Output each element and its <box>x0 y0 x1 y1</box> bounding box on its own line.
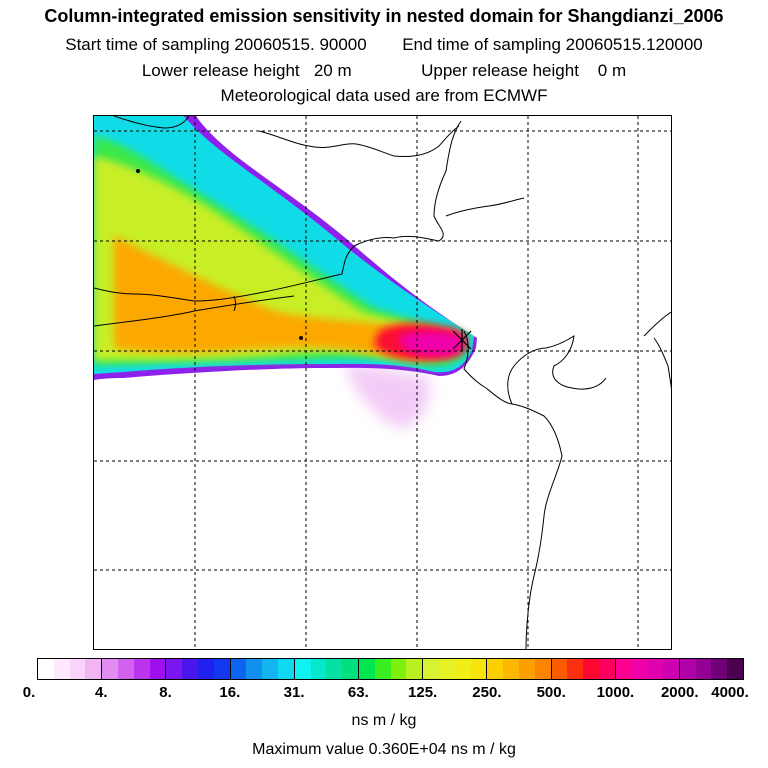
colorbar-units: ns m / kg <box>351 712 417 729</box>
met-data-label: Meteorological data used are from ECMWF <box>220 86 548 105</box>
colorbar-swatch <box>277 659 294 679</box>
start-time-label: Start time of sampling 20060515. 90000 <box>65 35 367 54</box>
colorbar-tick-label: 8. <box>159 684 172 701</box>
colorbar-swatch <box>213 659 230 679</box>
colorbar-swatch <box>38 659 54 679</box>
korea-coast-2 <box>653 337 671 389</box>
colorbar-tick-label: 1000. <box>596 684 635 701</box>
colorbar-segment <box>102 659 167 679</box>
colorbar-segment <box>38 659 103 679</box>
colorbar-segment <box>294 659 359 679</box>
colorbar-swatch <box>53 659 70 679</box>
colorbar-swatch <box>647 659 664 679</box>
river-line <box>94 295 295 327</box>
colorbar-tick-label: 4000. <box>711 684 749 701</box>
colorbar-swatch <box>663 659 679 679</box>
release-height-line: Lower release height 20 m Upper release … <box>0 61 768 81</box>
colorbar-swatch <box>374 659 391 679</box>
plume-faint-lobe <box>344 364 430 428</box>
colorbar-swatch <box>294 659 311 679</box>
colorbar-swatch <box>454 659 471 679</box>
colorbar-ticks: 0. 4. 8. 16. 31. 63. 125. 250. 500. 1000. 2000. 400… <box>0 684 768 704</box>
colorbar-tick-label: 2000. <box>660 684 699 701</box>
colorbar-swatch <box>727 659 744 679</box>
colorbar-tick-label: 16. <box>219 684 241 701</box>
colorbar-tick-label: 250. <box>472 684 502 701</box>
colorbar-swatch <box>390 659 407 679</box>
colorbar-swatch <box>102 659 118 679</box>
end-time-label: End time of sampling 20060515.120000 <box>402 35 703 54</box>
colorbar-swatch <box>149 659 166 679</box>
coastline-bohai <box>94 120 462 302</box>
colorbar-segment <box>551 659 616 679</box>
colorbar-swatch <box>85 659 102 679</box>
sampling-time-line: Start time of sampling 20060515. 90000 E… <box>0 35 768 55</box>
province-border <box>233 295 236 312</box>
colorbar-swatch <box>503 659 519 679</box>
colorbar-swatch <box>246 659 263 679</box>
map-panel <box>93 115 672 650</box>
coastline-south <box>463 330 563 649</box>
plume-orange-band <box>114 236 459 358</box>
colorbar-segment <box>423 659 488 679</box>
colorbar-swatch <box>711 659 728 679</box>
colorbar-segment <box>230 659 295 679</box>
colorbar-swatch <box>423 659 439 679</box>
plot-title: Column-integrated emission sensitivity i… <box>44 6 724 26</box>
land-boundary <box>258 125 460 157</box>
colorbar-swatch <box>551 659 568 679</box>
lat-lon-grid <box>94 116 671 649</box>
colorbar-swatch <box>230 659 247 679</box>
colorbar-swatch <box>182 659 198 679</box>
colorbar-tick-label: 31. <box>283 684 305 701</box>
terrain-dot <box>136 169 140 173</box>
colorbar-swatch <box>262 659 278 679</box>
colorbar-swatch <box>133 659 150 679</box>
korea-coast <box>643 311 671 337</box>
colorbar-swatch <box>310 659 327 679</box>
colorbar-swatch <box>197 659 214 679</box>
colorbar-swatch <box>583 659 599 679</box>
colorbar-swatch <box>534 659 551 679</box>
terrain-dot <box>299 336 303 340</box>
colorbar-tick-label: 63. <box>347 684 369 701</box>
upper-release-label: Upper release height 0 m <box>421 61 627 80</box>
colorbar-swatch <box>438 659 455 679</box>
colorbar-swatch <box>695 659 712 679</box>
colorbar-swatch <box>679 659 696 679</box>
colorbar-tick-label: 4. <box>95 684 108 701</box>
colorbar-swatch <box>406 659 423 679</box>
colorbar-swatch <box>615 659 632 679</box>
colorbar-swatch <box>342 659 358 679</box>
plume-magenta-core <box>399 330 465 357</box>
colorbar-segment <box>358 659 424 679</box>
colorbar-segment <box>679 659 744 679</box>
colorbar-tick-label: 0. <box>22 684 36 701</box>
colorbar-tick-label: 500. <box>536 684 566 701</box>
colorbar-tick-label: 125. <box>408 684 438 701</box>
colorbar-segment <box>487 659 552 679</box>
colorbar-swatch <box>598 659 615 679</box>
colorbar-segment <box>615 659 680 679</box>
colorbar-swatch <box>166 659 183 679</box>
colorbar <box>37 658 744 680</box>
lower-release-label: Lower release height 20 m <box>141 61 352 80</box>
colorbar-swatch <box>326 659 343 679</box>
colorbar-swatch <box>358 659 375 679</box>
coastline-peninsula <box>445 197 525 217</box>
maximum-value-label: Maximum value 0.360E+04 ns m / kg <box>252 741 516 758</box>
colorbar-swatch <box>631 659 648 679</box>
colorbar-swatch <box>567 659 584 679</box>
colorbar-swatch <box>117 659 134 679</box>
colorbar-swatch <box>470 659 487 679</box>
colorbar-swatch <box>69 659 86 679</box>
colorbar-segment <box>166 659 231 679</box>
colorbar-swatch <box>518 659 535 679</box>
northern-border <box>113 116 190 129</box>
coastlines <box>94 116 671 649</box>
receptor-marker <box>452 329 472 351</box>
shandong-coast <box>507 335 607 405</box>
colorbar-swatch <box>487 659 504 679</box>
emission-sensitivity-map <box>94 116 671 649</box>
